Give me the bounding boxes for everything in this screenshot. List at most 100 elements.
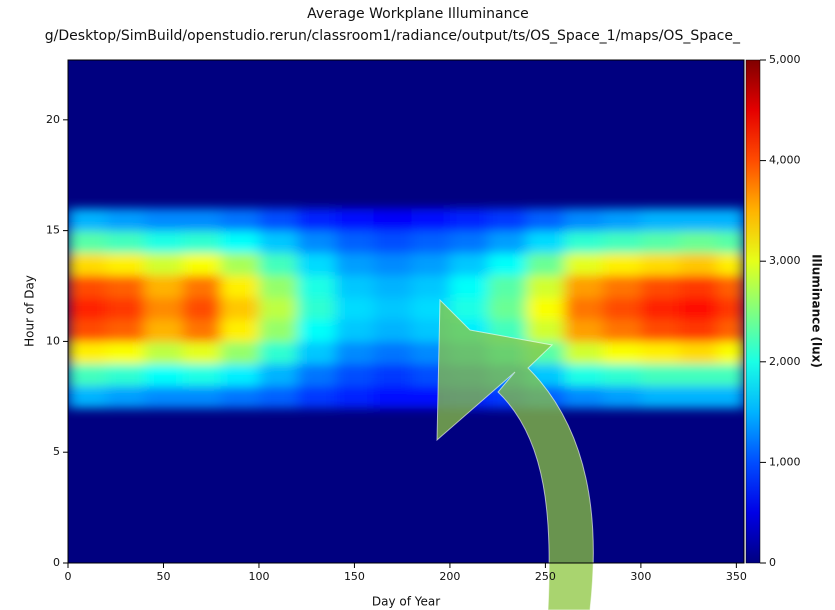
heat-cell <box>411 252 451 276</box>
x-tick-label: 150 <box>344 570 365 583</box>
heat-cell <box>717 208 744 232</box>
heat-cell <box>373 252 413 276</box>
heat-cell <box>564 385 604 409</box>
heat-cell <box>526 319 565 342</box>
heat-cell <box>679 319 718 342</box>
heat-cell <box>106 274 145 298</box>
x-tick-label: 350 <box>726 570 747 583</box>
heat-cell <box>373 274 413 298</box>
heat-cell <box>526 274 565 298</box>
heat-cell <box>373 385 413 409</box>
heat-cell <box>68 252 107 276</box>
heat-cell <box>182 274 222 298</box>
heat-cell <box>679 363 718 387</box>
x-axis-label: Day of Year <box>372 595 440 609</box>
heat-cell <box>602 363 642 387</box>
heat-cell <box>258 208 298 232</box>
heat-cell <box>335 341 375 365</box>
heat-cell <box>68 341 107 365</box>
heat-cell <box>526 230 565 254</box>
heat-cell <box>640 319 680 342</box>
heat-cell <box>717 252 744 276</box>
heat-cell <box>258 252 298 276</box>
heat-cell <box>602 230 642 254</box>
heat-cell <box>144 230 184 254</box>
heat-cell <box>488 274 527 298</box>
heat-cell <box>602 274 642 298</box>
heat-cell <box>106 297 145 320</box>
heat-cell <box>182 363 222 387</box>
heat-cell <box>640 230 680 254</box>
heat-cell <box>297 208 336 232</box>
heat-cell <box>144 363 184 387</box>
colorbar-tick-label: 2,000 <box>769 355 801 368</box>
heat-cell <box>679 208 718 232</box>
heat-cell <box>182 385 222 409</box>
heat-cell <box>297 363 336 387</box>
heat-cell <box>717 297 744 320</box>
heat-cell <box>717 341 744 365</box>
heat-cell <box>182 297 222 320</box>
heat-cell <box>602 252 642 276</box>
heat-cell <box>602 385 642 409</box>
y-tick-label: 5 <box>53 445 60 458</box>
heat-cell <box>106 385 145 409</box>
heat-cell <box>564 252 604 276</box>
heat-cell <box>68 230 107 254</box>
heat-cell <box>220 252 260 276</box>
heat-cell <box>411 274 451 298</box>
x-tick-label: 100 <box>248 570 269 583</box>
heat-cell <box>373 230 413 254</box>
heat-cell <box>449 208 489 232</box>
heat-cell <box>526 297 565 320</box>
heat-cell <box>602 319 642 342</box>
heat-cell <box>220 341 260 365</box>
heat-cell <box>335 319 375 342</box>
heat-cell <box>564 297 604 320</box>
heat-cell <box>564 208 604 232</box>
heat-cell <box>220 274 260 298</box>
colorbar-tick-label: 3,000 <box>769 254 801 267</box>
heat-cell <box>373 363 413 387</box>
heat-cell <box>640 208 680 232</box>
heat-cell <box>220 297 260 320</box>
heat-cell <box>297 297 336 320</box>
heat-cell <box>602 297 642 320</box>
heat-cell <box>335 385 375 409</box>
heat-cell <box>373 319 413 342</box>
heat-cell <box>640 363 680 387</box>
heat-cell <box>602 341 642 365</box>
heat-cell <box>297 230 336 254</box>
x-tick-label: 200 <box>439 570 460 583</box>
heat-cell <box>449 252 489 276</box>
heat-cell <box>449 230 489 254</box>
y-tick-label: 10 <box>46 334 60 347</box>
heat-cell <box>717 319 744 342</box>
heat-cell <box>68 274 107 298</box>
y-tick-label: 15 <box>46 224 60 237</box>
heat-cell <box>373 341 413 365</box>
colorbar-label: Illuminance (lux) <box>810 254 824 368</box>
heat-cell <box>640 297 680 320</box>
plot-area <box>68 60 744 563</box>
heat-cell <box>182 230 222 254</box>
heat-cell <box>373 297 413 320</box>
heat-cell <box>488 230 527 254</box>
heat-cell <box>488 297 527 320</box>
heat-cell <box>144 385 184 409</box>
heat-cell <box>373 208 413 232</box>
heat-cell <box>220 363 260 387</box>
heat-cell <box>68 208 107 232</box>
heat-cell <box>335 297 375 320</box>
heat-cell <box>220 208 260 232</box>
heat-cell <box>106 252 145 276</box>
heat-cell <box>106 208 145 232</box>
heat-cell <box>258 319 298 342</box>
heat-cell <box>144 341 184 365</box>
heat-cell <box>68 297 107 320</box>
heat-cell <box>602 208 642 232</box>
heat-cell <box>679 341 718 365</box>
x-tick-label: 0 <box>65 570 72 583</box>
heat-cell <box>717 274 744 298</box>
heat-cell <box>564 319 604 342</box>
